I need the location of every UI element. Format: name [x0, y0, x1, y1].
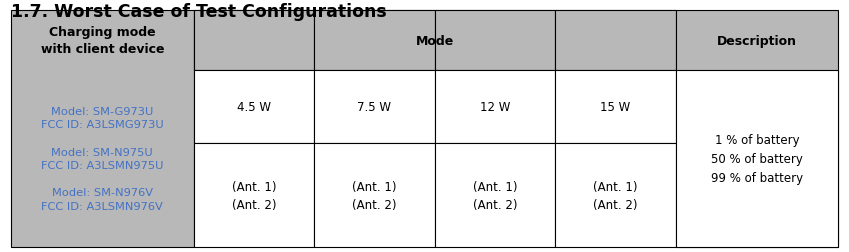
- Text: 15 W: 15 W: [600, 101, 631, 114]
- Bar: [676, 71, 838, 247]
- Text: 12 W: 12 W: [480, 101, 510, 114]
- Bar: [314, 71, 435, 144]
- Text: Description: Description: [717, 35, 797, 47]
- Text: 1.7. Worst Case of Test Configurations: 1.7. Worst Case of Test Configurations: [11, 3, 387, 20]
- Bar: [194, 71, 314, 144]
- Text: (Ant. 1)
(Ant. 2): (Ant. 1) (Ant. 2): [232, 180, 276, 211]
- Text: Mode: Mode: [415, 35, 454, 47]
- Bar: [314, 144, 435, 247]
- Bar: [435, 144, 555, 247]
- Bar: [314, 11, 435, 71]
- Text: (Ant. 1)
(Ant. 2): (Ant. 1) (Ant. 2): [593, 180, 638, 211]
- Bar: [555, 144, 676, 247]
- Text: 1 % of battery
50 % of battery
99 % of battery: 1 % of battery 50 % of battery 99 % of b…: [711, 133, 803, 184]
- Text: 7.5 W: 7.5 W: [357, 101, 391, 114]
- Bar: [555, 71, 676, 144]
- Text: Charging mode
with client device: Charging mode with client device: [41, 26, 164, 56]
- Bar: [11, 11, 194, 247]
- Bar: [194, 11, 314, 71]
- Text: Model: SM-G973U
FCC ID: A3LSMG973U

Model: SM-N975U
FCC ID: A3LSMN975U

Model: S: Model: SM-G973U FCC ID: A3LSMG973U Model…: [41, 106, 164, 211]
- Bar: [676, 11, 838, 247]
- Bar: [194, 144, 314, 247]
- Text: (Ant. 1)
(Ant. 2): (Ant. 1) (Ant. 2): [352, 180, 396, 211]
- Bar: [435, 11, 555, 71]
- Text: (Ant. 1)
(Ant. 2): (Ant. 1) (Ant. 2): [473, 180, 517, 211]
- Bar: [194, 11, 676, 71]
- Bar: [435, 71, 555, 144]
- Bar: [555, 11, 676, 71]
- Text: 4.5 W: 4.5 W: [237, 101, 271, 114]
